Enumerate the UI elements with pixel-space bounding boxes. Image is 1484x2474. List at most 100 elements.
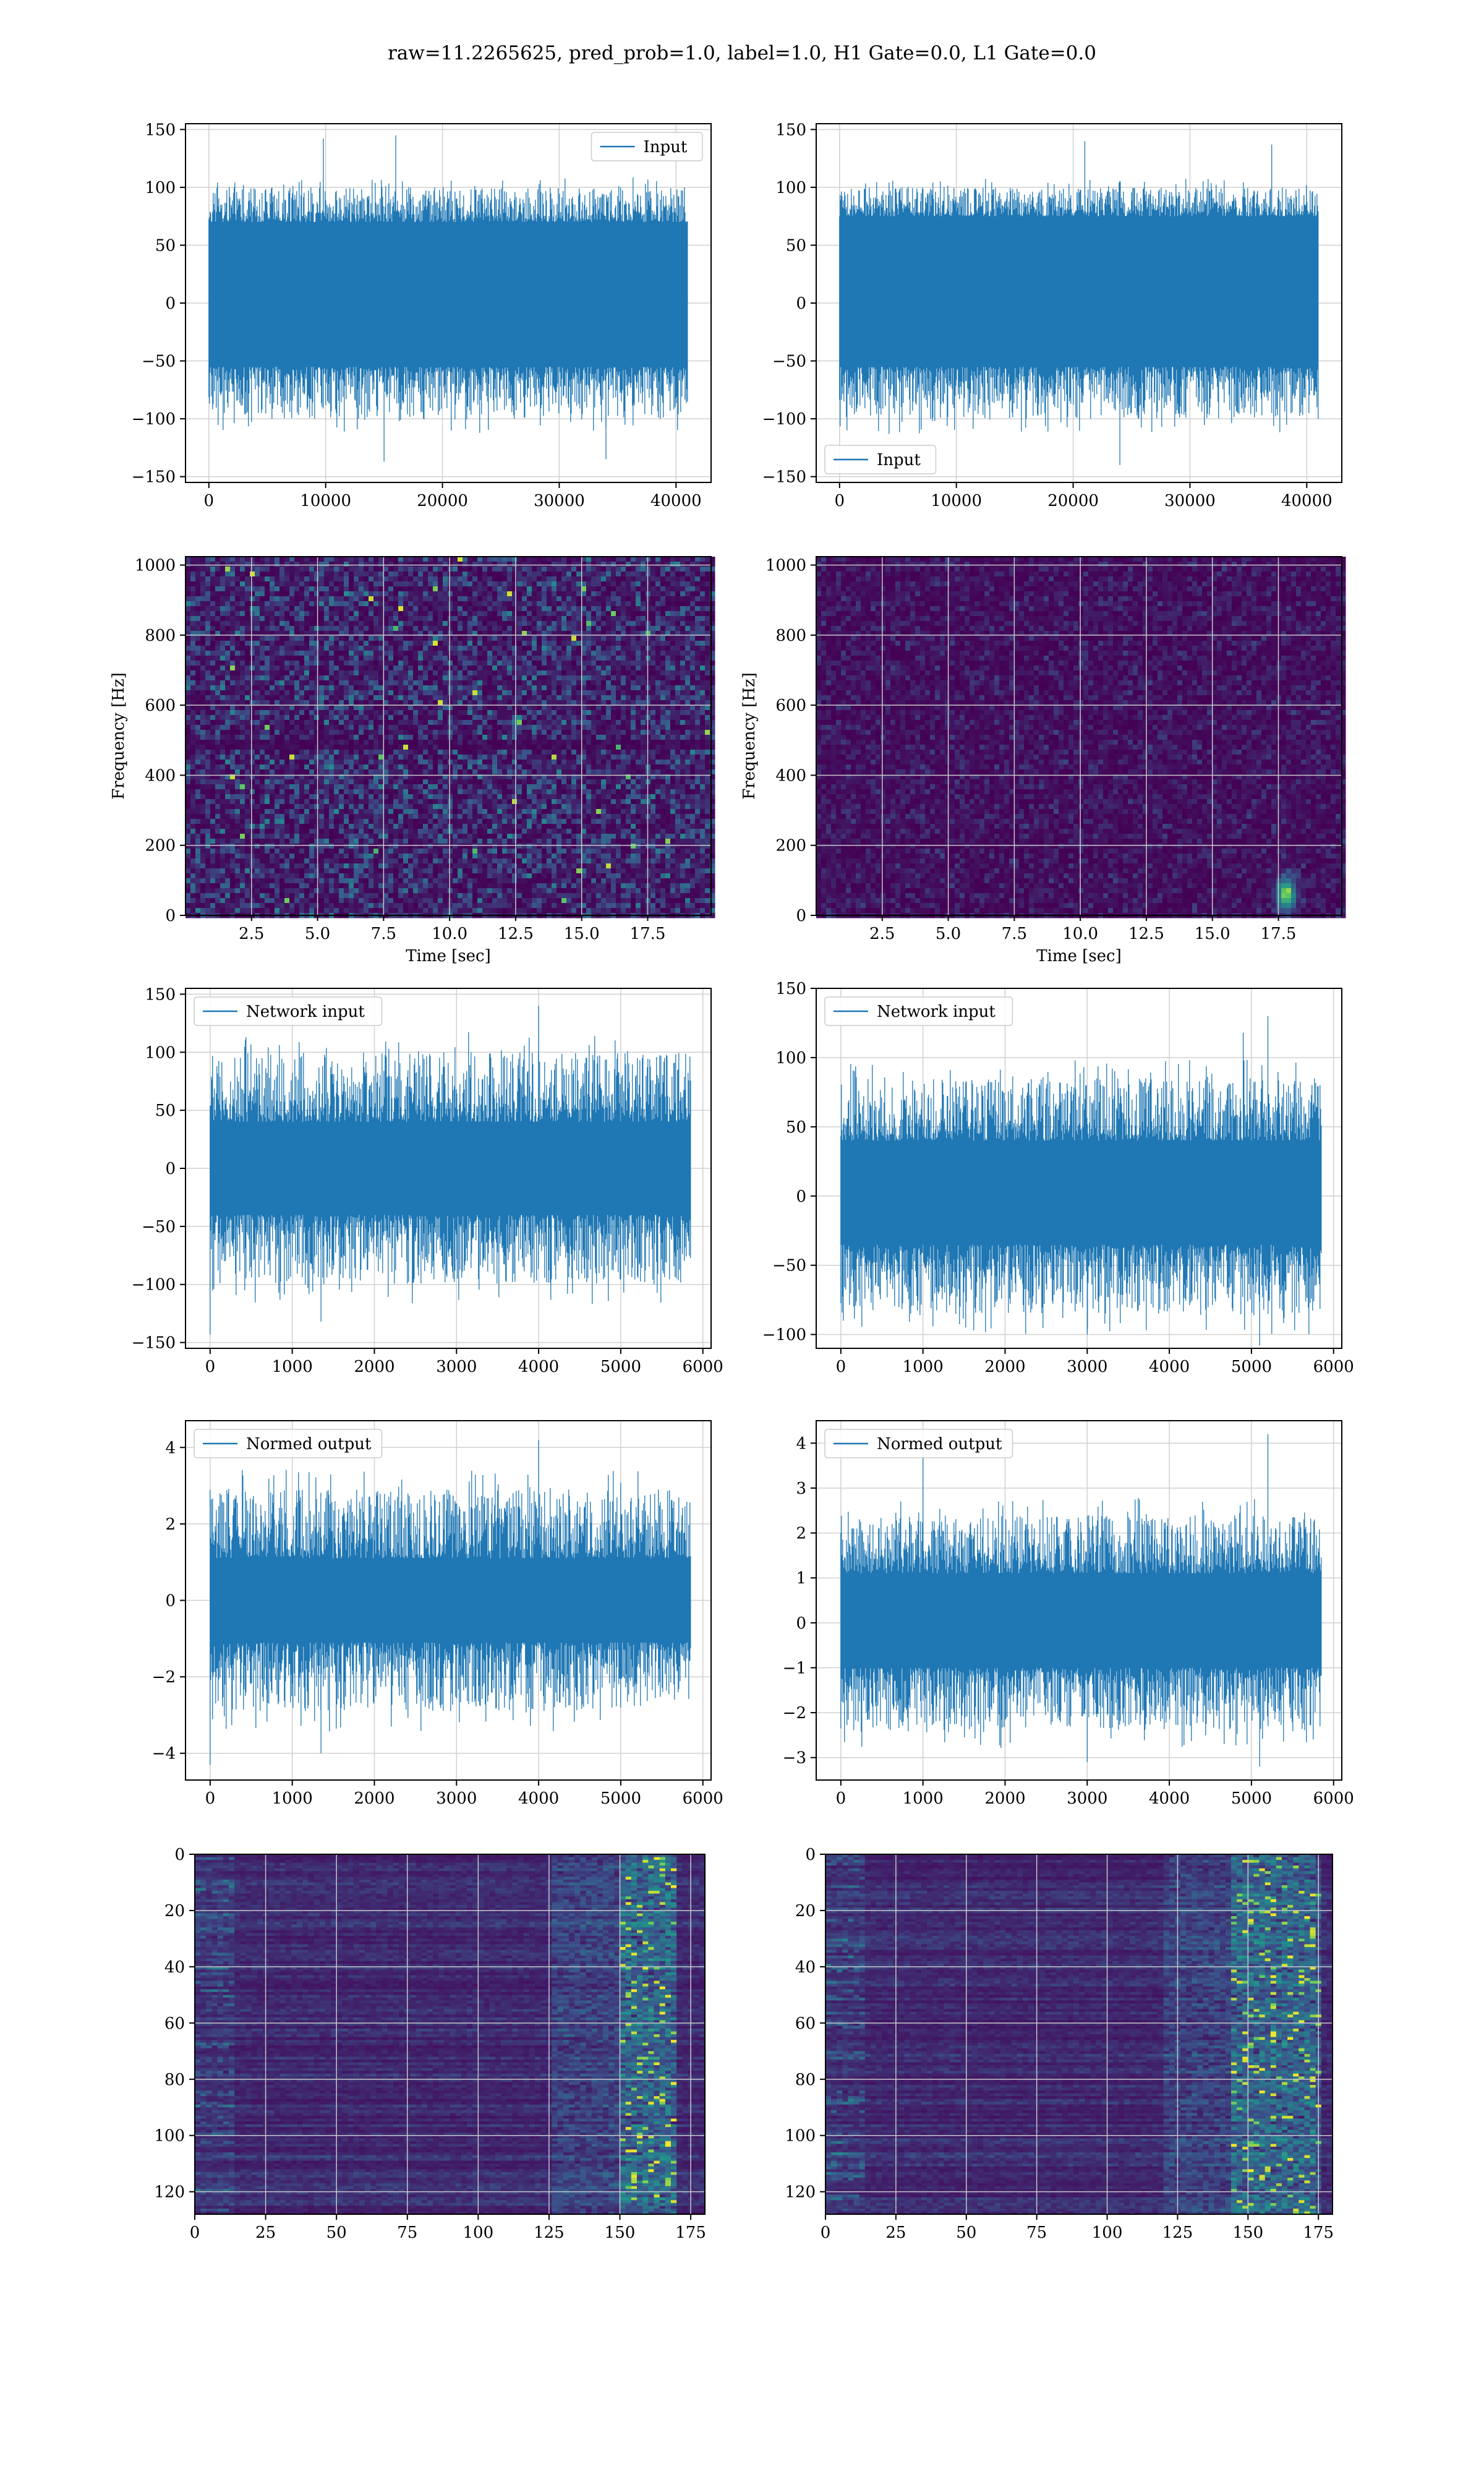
subplot-input-right: 0 10000 20000 30000 40000−150−100−5005010015… xyxy=(762,121,1342,510)
subplot-network-input-left: 0 1000 2000 3000 4000 5000 6000−150−100−500501… xyxy=(132,985,723,1376)
x-tick-label: 4000 xyxy=(1149,1789,1190,1808)
x-tick-label: 30000 xyxy=(534,492,585,510)
x-tick-label: 25 xyxy=(255,2224,276,2242)
legend: Normed output xyxy=(825,1429,1013,1458)
x-tick-label: 75 xyxy=(397,2224,417,2242)
y-tick-label: 200 xyxy=(145,837,176,855)
x-tick-label: 7.5 xyxy=(1002,925,1027,943)
y-tick-label: 50 xyxy=(155,236,176,255)
y-tick-label: 0 xyxy=(796,907,806,925)
y-tick-label: −50 xyxy=(772,1257,806,1275)
x-tick-label: 5000 xyxy=(600,1789,641,1808)
y-tick-label: −150 xyxy=(132,468,176,487)
x-tick-label: 6000 xyxy=(683,1789,723,1808)
legend-label: Network input xyxy=(246,1003,365,1021)
y-tick-label: 3 xyxy=(796,1479,806,1498)
legend-label: Normed output xyxy=(877,1435,1002,1453)
x-tick-label: 2000 xyxy=(354,1789,394,1808)
legend: Network input xyxy=(194,997,382,1025)
subplot-network-input-right: 0 1000 2000 3000 4000 5000 6000−100−5005010015… xyxy=(762,980,1354,1376)
x-tick-label: 3000 xyxy=(436,1789,477,1808)
x-tick-label: 17.5 xyxy=(630,925,666,943)
x-tick-label: 6000 xyxy=(1313,1358,1354,1376)
y-tick-label: 80 xyxy=(164,2071,185,2089)
x-tick-label: 2000 xyxy=(984,1358,1025,1376)
legend: Normed output xyxy=(194,1429,382,1458)
y-tick-label: 100 xyxy=(154,2127,185,2146)
y-tick-label: 0 xyxy=(165,1160,176,1178)
legend-label: Input xyxy=(644,138,688,156)
y-tick-label: 50 xyxy=(155,1102,176,1120)
y-tick-label: 2 xyxy=(165,1515,176,1534)
x-tick-label: 1000 xyxy=(903,1789,944,1808)
x-tick-label: 0 xyxy=(190,2224,200,2242)
y-tick-label: −50 xyxy=(142,1218,176,1236)
x-tick-label: 3000 xyxy=(436,1358,477,1376)
y-tick-label: 0 xyxy=(165,907,176,925)
heatmap-cells xyxy=(195,1854,706,2215)
x-tick-label: 2.5 xyxy=(239,925,264,943)
x-tick-label: 12.5 xyxy=(1128,925,1164,943)
legend: Input xyxy=(825,445,936,474)
y-tick-label: 400 xyxy=(145,766,176,785)
subplot-input-left: 0 10000 20000 30000 40000−150−100−5005010015… xyxy=(132,121,711,510)
y-tick-label: 800 xyxy=(775,627,806,645)
y-tick-label: −100 xyxy=(132,1276,176,1295)
x-tick-label: 4000 xyxy=(518,1789,559,1808)
x-tick-label: 0 xyxy=(835,492,845,510)
x-tick-label: 0 xyxy=(205,1358,216,1376)
y-tick-label: 0 xyxy=(174,1846,185,1864)
legend-label: Input xyxy=(877,451,921,469)
x-tick-label: 10.0 xyxy=(432,925,467,943)
x-tick-label: 40000 xyxy=(1281,492,1333,510)
series-core-band xyxy=(841,1141,1321,1244)
y-tick-label: 0 xyxy=(165,294,176,313)
y-tick-label: 120 xyxy=(785,2183,816,2202)
x-tick-label: 50 xyxy=(956,2224,976,2242)
y-tick-label: −100 xyxy=(762,410,806,429)
x-tick-label: 2000 xyxy=(984,1789,1025,1808)
y-tick-label: −4 xyxy=(152,1745,176,1763)
y-tick-label: 0 xyxy=(165,1592,176,1611)
y-tick-label: −150 xyxy=(132,1334,176,1353)
x-tick-label: 30000 xyxy=(1164,492,1216,510)
x-tick-label: 3000 xyxy=(1067,1789,1107,1808)
x-tick-label: 5.0 xyxy=(305,925,330,943)
y-axis-label: Frequency [Hz] xyxy=(740,672,759,800)
y-tick-label: 100 xyxy=(145,179,176,197)
x-tick-label: 5000 xyxy=(1231,1358,1272,1376)
x-tick-label: 10000 xyxy=(300,492,351,510)
y-tick-label: 2 xyxy=(796,1525,806,1543)
y-tick-label: 150 xyxy=(775,980,806,998)
y-tick-label: 0 xyxy=(796,294,806,313)
y-tick-label: 600 xyxy=(145,696,176,715)
y-tick-label: 0 xyxy=(805,1846,816,1864)
x-tick-label: 150 xyxy=(605,2224,636,2242)
subplot-spectrogram-left: 2.5 5.0 7.5 10.0 12.5 15.0 17.5020040060080010… xyxy=(109,557,715,965)
x-tick-label: 25 xyxy=(885,2224,906,2242)
x-tick-label: 5000 xyxy=(600,1358,641,1376)
y-tick-label: 120 xyxy=(154,2183,185,2202)
y-tick-label: 60 xyxy=(795,2014,816,2033)
x-tick-label: 10000 xyxy=(931,492,982,510)
y-tick-label: −3 xyxy=(783,1749,806,1768)
y-tick-label: 40 xyxy=(164,1958,185,1977)
x-tick-label: 1000 xyxy=(903,1358,944,1376)
x-tick-label: 15.0 xyxy=(564,925,600,943)
y-tick-label: 80 xyxy=(795,2071,816,2089)
y-tick-label: 20 xyxy=(795,1902,816,1920)
y-tick-label: 150 xyxy=(145,121,176,139)
y-tick-label: −2 xyxy=(152,1668,176,1687)
y-tick-label: 0 xyxy=(796,1614,806,1633)
heatmap-cells xyxy=(825,1854,1333,2215)
y-tick-label: 60 xyxy=(164,2014,185,2033)
x-tick-label: 50 xyxy=(326,2224,347,2242)
y-tick-label: 800 xyxy=(145,627,176,645)
y-tick-label: 100 xyxy=(775,179,806,197)
y-tick-label: 600 xyxy=(775,696,806,715)
x-axis-label: Time [sec] xyxy=(1036,947,1122,965)
x-tick-label: 1000 xyxy=(272,1358,313,1376)
x-tick-label: 3000 xyxy=(1067,1358,1107,1376)
